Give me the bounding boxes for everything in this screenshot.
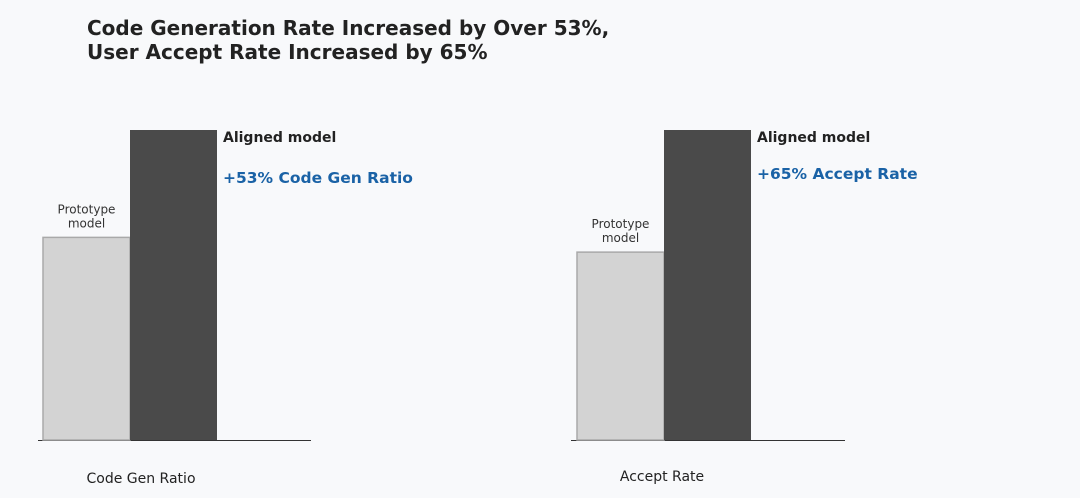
chart-title-line-1: Code Generation Rate Increased by Over 5…: [87, 16, 610, 40]
chart-title: Code Generation Rate Increased by Over 5…: [87, 16, 609, 64]
increase-annotation-2: +65% Accept Rate: [757, 165, 918, 183]
aligned-label-1: Aligned model: [223, 130, 336, 146]
x-axis-label-2: Accept Rate: [620, 469, 704, 485]
chart-title-line-2: User Accept Rate Increased by 65%: [87, 40, 488, 64]
prototype-label-line-1-panel-1: Prototype: [58, 202, 116, 216]
increase-annotation-1: +53% Code Gen Ratio: [223, 169, 413, 187]
prototype-bar-1: [42, 236, 131, 441]
aligned-label-2: Aligned model: [757, 130, 870, 146]
prototype-label-line-2-panel-1: model: [68, 216, 105, 230]
aligned-bar-1: [130, 130, 217, 440]
aligned-bar-2: [664, 130, 751, 440]
prototype-label-line-1-panel-2: Prototype: [592, 217, 650, 231]
x-axis-label-1: Code Gen Ratio: [86, 471, 195, 487]
prototype-bar-2: [576, 251, 665, 441]
prototype-label-line-2-panel-2: model: [602, 231, 639, 245]
